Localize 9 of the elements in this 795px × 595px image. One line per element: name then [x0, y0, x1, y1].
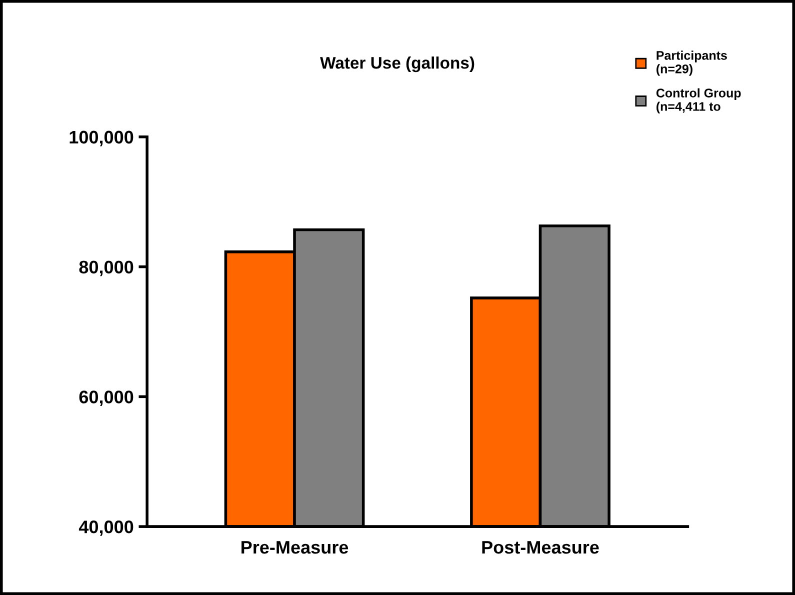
y-tick-label: 80,000	[79, 260, 134, 276]
chart-title: Water Use (gallons)	[320, 56, 474, 72]
legend-label: Participants (n=29)	[656, 50, 727, 76]
y-tick-label: 60,000	[79, 390, 134, 406]
legend-label: Control Group (n=4,411 to	[656, 88, 741, 114]
x-tick-label: Pre-Measure	[242, 541, 348, 554]
x-tick-label: Post-Measure	[482, 541, 599, 554]
y-tick-label: 40,000	[78, 520, 134, 536]
y-tick-label: 100,000	[70, 130, 134, 146]
